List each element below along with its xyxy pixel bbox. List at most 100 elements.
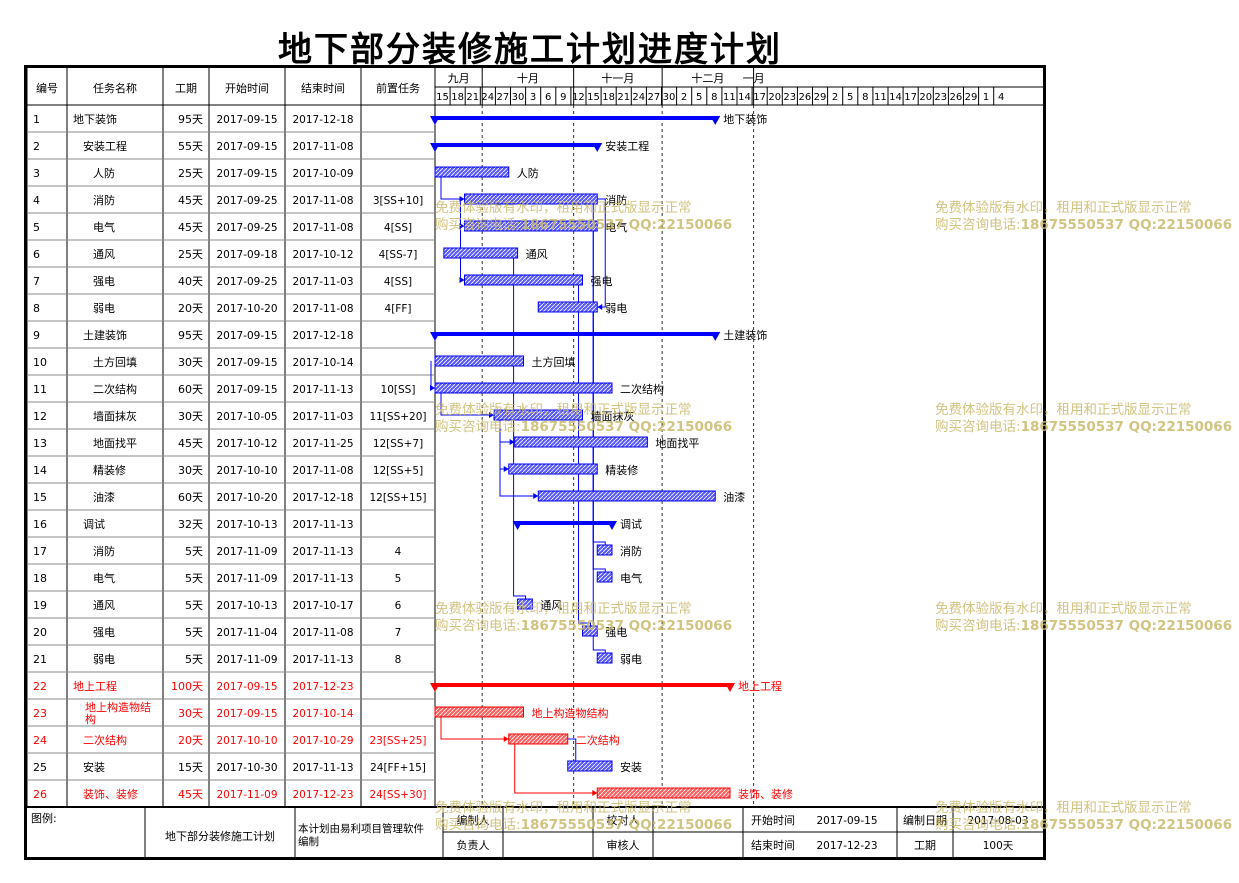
dependency-line	[513, 257, 527, 604]
task-end: 2017-10-14	[292, 708, 353, 720]
bar-label: 通风	[540, 599, 562, 612]
task-name: 精装修	[93, 463, 126, 477]
task-end: 2017-12-18	[292, 114, 353, 126]
task-duration: 5天	[185, 572, 203, 585]
task-duration: 30天	[178, 356, 203, 369]
dependency-line	[499, 419, 509, 470]
dependency-line	[440, 716, 509, 740]
task-id: 10	[33, 356, 47, 369]
task-name: 强电	[93, 275, 115, 288]
day-label: 30	[512, 92, 525, 103]
task-name: 地面找平	[93, 436, 137, 450]
bar-label: 安装工程	[605, 139, 649, 153]
task-name: 地上构造物结	[85, 700, 151, 714]
task-id: 4	[33, 194, 40, 207]
task-name: 构	[85, 712, 96, 726]
task-duration: 20天	[178, 734, 203, 747]
bar-label: 弱电	[605, 302, 627, 315]
start-value: 2017-09-15	[816, 815, 877, 827]
footer-note: 编制	[298, 835, 319, 848]
day-label: 26	[799, 92, 812, 103]
column-header: 结束时间	[301, 82, 345, 95]
task-start: 2017-11-09	[216, 654, 277, 666]
task-predecessor: 7	[395, 627, 402, 639]
owner-label: 负责人	[457, 838, 490, 852]
task-end: 2017-11-13	[292, 546, 353, 558]
task-duration: 15天	[178, 761, 203, 774]
task-duration: 25天	[178, 167, 203, 180]
task-bar	[537, 490, 716, 502]
summary-bar	[435, 116, 716, 120]
dependency-line	[597, 198, 606, 308]
task-id: 18	[33, 572, 47, 585]
task-name: 调试	[83, 518, 105, 531]
task-end: 2017-11-08	[292, 465, 353, 477]
summary-bar	[435, 683, 730, 687]
task-id: 25	[33, 761, 47, 774]
task-predecessor: 12[SS+15]	[369, 492, 426, 504]
day-label: 15	[587, 92, 600, 103]
summary-cap	[512, 521, 523, 530]
task-end: 2017-10-17	[292, 600, 353, 612]
day-label: 17	[753, 92, 766, 103]
day-label: 1	[983, 92, 989, 103]
day-label: 30	[663, 92, 676, 103]
dependency-line	[440, 392, 494, 416]
task-duration: 45天	[178, 221, 203, 234]
task-id: 26	[33, 788, 47, 801]
task-bar	[596, 787, 731, 799]
summary-cap	[607, 521, 617, 530]
compiler-label: 编制人	[457, 813, 490, 827]
task-start: 2017-09-18	[216, 249, 277, 261]
dependency-arrow	[503, 466, 509, 472]
day-label: 5	[696, 92, 702, 103]
task-bar	[508, 733, 569, 745]
task-start: 2017-10-20	[216, 303, 277, 315]
day-label: 29	[965, 92, 978, 103]
reviewer-label: 审核人	[607, 838, 640, 852]
dependency-line	[499, 419, 539, 497]
task-start: 2017-09-15	[216, 357, 277, 369]
task-id: 6	[33, 248, 40, 261]
task-duration: 100天	[171, 680, 203, 693]
task-predecessor: 4[SS-7]	[379, 249, 418, 261]
column-header: 编号	[36, 81, 58, 95]
dependency-line	[514, 743, 598, 794]
bar-label: 土建装饰	[723, 328, 767, 342]
date-label: 编制日期	[903, 813, 947, 827]
task-predecessor: 5	[395, 573, 402, 585]
task-name: 土方回填	[93, 355, 137, 369]
task-duration: 30天	[178, 410, 203, 423]
task-name: 二次结构	[93, 382, 137, 396]
summary-cap	[430, 116, 440, 125]
month-label: 一月	[743, 72, 765, 85]
task-predecessor: 4[SS]	[384, 222, 412, 234]
dependency-arrow	[509, 439, 515, 445]
end-label: 结束时间	[751, 839, 795, 852]
column-header: 任务名称	[93, 81, 137, 95]
task-name: 弱电	[93, 653, 115, 666]
task-start: 2017-10-05	[216, 411, 277, 423]
bar-label: 电气	[620, 571, 642, 585]
task-id: 19	[33, 599, 47, 612]
bar-label: 精装修	[605, 463, 638, 477]
task-start: 2017-09-15	[216, 168, 277, 180]
task-id: 2	[33, 140, 40, 153]
page-title: 地下部分装修施工计划进度计划	[278, 30, 782, 70]
month-label: 十一月	[601, 71, 634, 85]
task-name: 消防	[93, 193, 115, 207]
task-duration: 60天	[178, 383, 203, 396]
task-end: 2017-11-13	[292, 519, 353, 531]
task-end: 2017-11-13	[292, 654, 353, 666]
day-label: 2	[681, 92, 687, 103]
task-start: 2017-09-15	[216, 114, 277, 126]
task-end: 2017-10-09	[292, 168, 353, 180]
task-id: 17	[33, 545, 47, 558]
task-name: 装饰、装修	[83, 787, 138, 801]
bar-label: 地上工程	[738, 680, 782, 693]
task-duration: 45天	[178, 788, 203, 801]
task-bar	[443, 247, 519, 259]
task-name: 安装工程	[83, 139, 127, 153]
start-label: 开始时间	[751, 813, 795, 827]
